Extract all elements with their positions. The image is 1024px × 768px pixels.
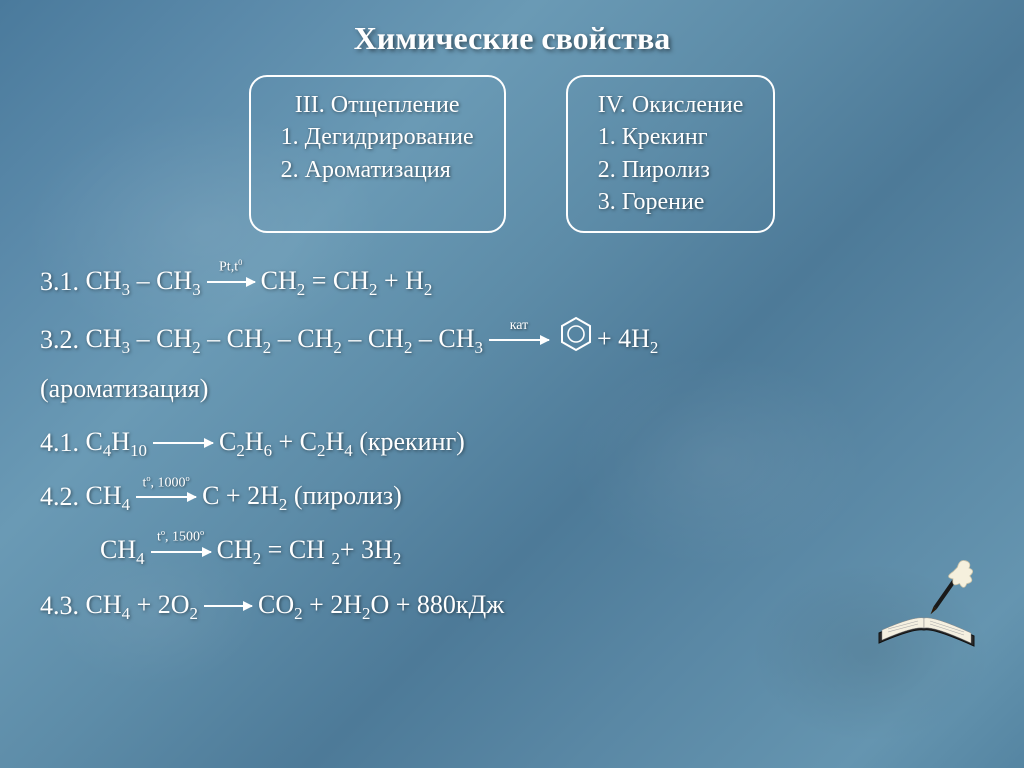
equation-4-2b: CH4 to, 1500o CH2 = CH 2+ 3H2 [40,530,984,572]
arrow-label: to, 1500o [157,526,204,548]
eq-lhs: CH4 [86,476,131,518]
eq-lhs: CH4 [100,530,145,572]
arrow-label: кат [510,315,529,337]
eq-lhs: CH4 + 2O2 [86,585,198,627]
eq-num: 4.1. [40,423,79,463]
equation-3-1: 3.1. CH3 – CH3 Pt,t0 CH2 = CH2 + H2 [40,261,984,303]
arrow-icon: Pt,t0 [207,281,255,283]
arrow-label: to, 1000o [142,472,189,494]
box-left-item-1: 1. Дегидрирование [281,121,474,153]
equations-area: 3.1. CH3 – CH3 Pt,t0 CH2 = CH2 + H2 3.2.… [40,261,984,628]
box-right-item-3: 3. Горение [598,186,744,218]
equation-4-3: 4.3. CH4 + 2O2 CO2 + 2H2O + 880кДж [40,585,984,627]
eq-rhs: CO2 + 2H2O + 880кДж [258,585,504,627]
slide-title: Химические свойства [40,20,984,57]
equation-3-2: 3.2. CH3 – CH2 – CH2 – CH2 – CH2 – CH3 к… [40,315,984,365]
eq-num: 3.2. [40,320,79,360]
benzene-icon [559,315,593,365]
arrow-icon [204,605,252,607]
eq-lhs: CH3 – CH3 [86,261,201,303]
eq-rhs: + 4H2 [597,319,658,361]
arrow-icon [153,442,213,444]
equation-4-2: 4.2. CH4 to, 1000o C + 2H2 (пиролиз) [40,476,984,518]
eq-lhs: C4H10 [86,422,147,464]
eq-num: 3.1. [40,262,79,302]
eq-num: 4.2. [40,477,79,517]
box-right-item-1: 1. Крекинг [598,121,744,153]
box-left-item-2: 2. Ароматизация [281,154,474,186]
arrow-icon: to, 1000o [136,496,196,498]
equation-3-2-note: (ароматизация) [40,369,984,409]
arrow-icon: кат [489,339,549,341]
book-icon [864,558,994,668]
eq-rhs: CH2 = CH 2+ 3H2 [217,530,402,572]
box-oxidation: IV. Окисление 1. Крекинг 2. Пиролиз 3. Г… [566,75,776,233]
eq-rhs: C + 2H2 (пиролиз) [202,476,402,518]
equation-4-1: 4.1. C4H10 C2H6 + C2H4 (крекинг) [40,422,984,464]
category-boxes: III. Отщепление 1. Дегидрирование 2. Аро… [40,75,984,233]
eq-note: (ароматизация) [40,369,208,409]
eq-num: 4.3. [40,586,79,626]
box-left-heading: III. Отщепление [281,89,474,121]
arrow-icon: to, 1500o [151,551,211,553]
arrow-label: Pt,t0 [219,256,242,278]
eq-rhs: C2H6 + C2H4 (крекинг) [219,422,465,464]
box-right-heading: IV. Окисление [598,89,744,121]
eq-rhs: CH2 = CH2 + H2 [261,261,433,303]
eq-lhs: CH3 – CH2 – CH2 – CH2 – CH2 – CH3 [86,319,483,361]
box-elimination: III. Отщепление 1. Дегидрирование 2. Аро… [249,75,506,233]
box-right-item-2: 2. Пиролиз [598,154,744,186]
